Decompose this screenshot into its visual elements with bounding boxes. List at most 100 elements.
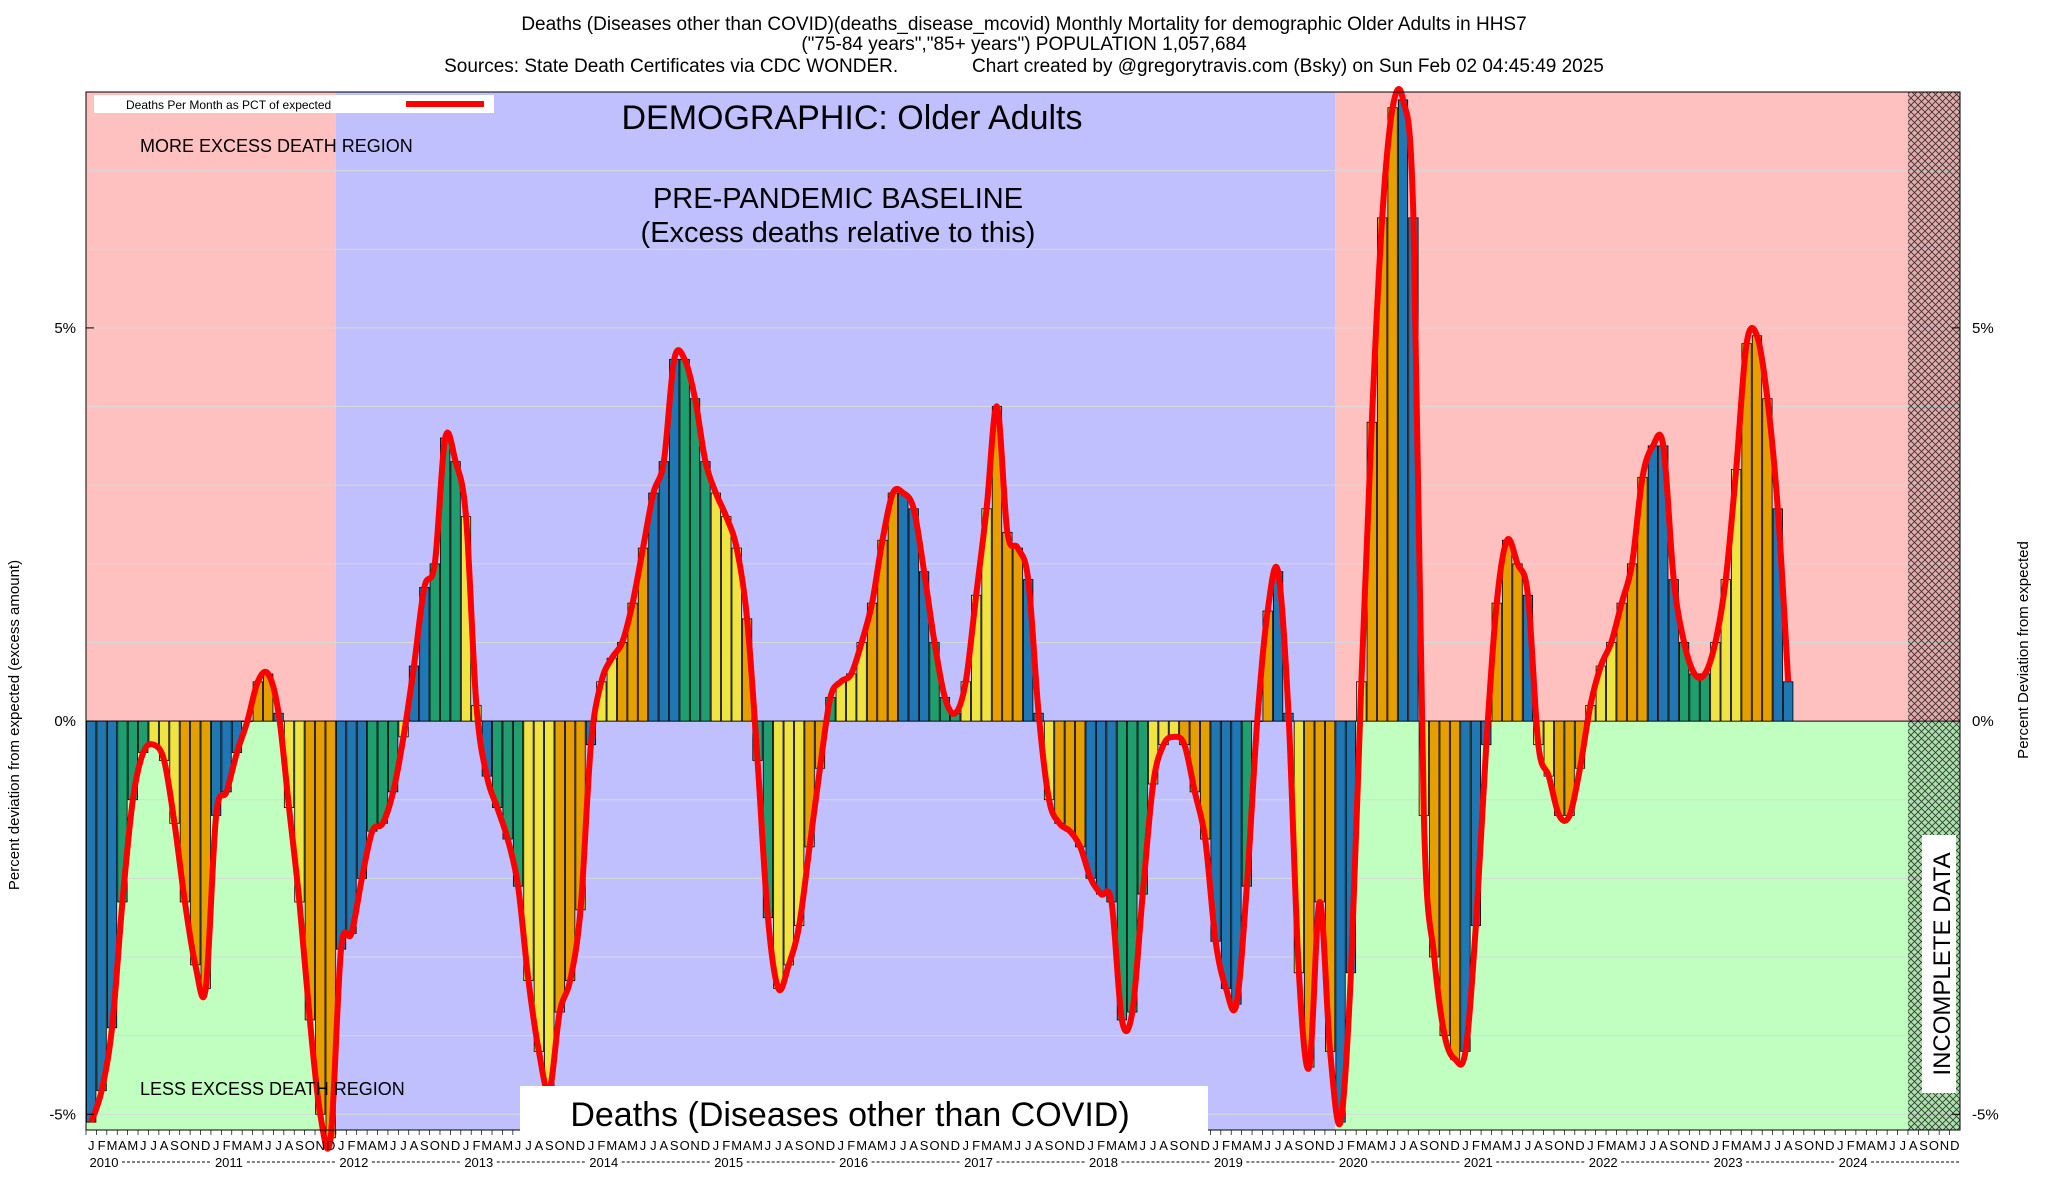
x-month-label: M	[502, 1138, 513, 1153]
x-month-label: A	[285, 1138, 294, 1153]
x-month-label: J	[775, 1138, 782, 1153]
x-month-label: A	[1409, 1138, 1418, 1153]
x-month-label: J	[275, 1138, 282, 1153]
x-month-label: J	[1212, 1138, 1219, 1153]
x-month-label: O	[1304, 1138, 1314, 1153]
bar	[689, 398, 701, 722]
x-month-label: J	[650, 1138, 657, 1153]
bar	[1439, 720, 1450, 1037]
x-month-label: S	[545, 1138, 554, 1153]
x-month-label: A	[1159, 1138, 1168, 1153]
less-excess-region-post	[1335, 721, 1960, 1130]
x-month-label: M	[856, 1138, 867, 1153]
x-month-label: M	[481, 1138, 492, 1153]
x-month-label: D	[1076, 1138, 1085, 1153]
x-month-label: M	[107, 1138, 118, 1153]
x-month-label: S	[670, 1138, 679, 1153]
x-month-label: A	[1867, 1138, 1876, 1153]
x-month-label: J	[1400, 1138, 1407, 1153]
x-month-label: J	[1337, 1138, 1344, 1153]
bottom-title-box	[520, 1086, 1208, 1136]
x-month-label: J	[765, 1138, 772, 1153]
x-month-label: M	[1481, 1138, 1492, 1153]
x-month-label: A	[618, 1138, 627, 1153]
bar	[658, 461, 669, 722]
x-month-label: J	[1712, 1138, 1719, 1153]
bar	[1095, 720, 1107, 895]
x-month-label: O	[1054, 1138, 1064, 1153]
x-year-label: 2011	[215, 1155, 243, 1170]
x-month-label: D	[826, 1138, 835, 1153]
x-year-label: 2012	[339, 1155, 368, 1170]
bar	[450, 461, 461, 722]
incomplete-label-box	[1922, 835, 1956, 1093]
x-month-label: O	[430, 1138, 440, 1153]
x-year-label: 2013	[464, 1155, 493, 1170]
bar	[148, 720, 159, 746]
x-month-label: D	[201, 1138, 210, 1153]
x-month-label: J	[1587, 1138, 1594, 1153]
x-month-label: D	[326, 1138, 335, 1153]
x-month-label: M	[627, 1138, 638, 1153]
x-month-label: F	[223, 1138, 231, 1153]
x-month-label: F	[1722, 1138, 1730, 1153]
x-month-label: D	[1825, 1138, 1834, 1153]
bar	[1783, 681, 1794, 722]
bar	[1064, 720, 1075, 832]
x-month-label: J	[1650, 1138, 1657, 1153]
bar	[1012, 547, 1023, 722]
x-month-label: A	[659, 1138, 668, 1153]
x-month-label: S	[1170, 1138, 1179, 1153]
bar	[1699, 673, 1711, 722]
bar	[1314, 720, 1325, 903]
x-month-label: J	[1150, 1138, 1157, 1153]
bar	[1689, 673, 1700, 722]
x-month-label: A	[243, 1138, 252, 1153]
bar	[1397, 99, 1409, 722]
y-tick-label-right: 5%	[1972, 320, 1994, 337]
x-month-label: N	[940, 1138, 949, 1153]
x-month-label: J	[213, 1138, 220, 1153]
x-month-label: S	[795, 1138, 804, 1153]
chart-title-line-3: Sources: State Death Certificates via CD…	[444, 56, 1604, 77]
bar	[1085, 720, 1096, 879]
x-month-label: M	[877, 1138, 888, 1153]
x-month-label: J	[1462, 1138, 1469, 1153]
x-month-label: J	[1775, 1138, 1782, 1153]
bar	[1075, 720, 1086, 848]
bar	[96, 720, 107, 1092]
x-month-label: J	[88, 1138, 95, 1153]
x-month-label: D	[951, 1138, 960, 1153]
x-month-label: F	[972, 1138, 980, 1153]
x-year-label: 2022	[1589, 1155, 1618, 1170]
incomplete-label: INCOMPLETE DATA	[1929, 852, 1956, 1075]
x-month-label: A	[743, 1138, 752, 1153]
x-month-label: M	[127, 1138, 138, 1153]
x-month-label: J	[588, 1138, 595, 1153]
x-month-label: O	[1429, 1138, 1439, 1153]
x-month-label: F	[348, 1138, 356, 1153]
x-month-label: M	[1856, 1138, 1867, 1153]
x-month-label: J	[1525, 1138, 1532, 1153]
plot-area: 5% 5%0% 0%-5% -5%J F M A M J J A S O N D J F M A M J J A S O N D J F…	[49, 86, 1999, 1170]
x-month-label: J	[1764, 1138, 1771, 1153]
demographic-label: DEMOGRAPHIC: Older Adults	[621, 99, 1082, 137]
x-month-label: M	[1876, 1138, 1887, 1153]
x-month-label: O	[1679, 1138, 1689, 1153]
legend-label: Deaths Per Month as PCT of expected	[126, 98, 331, 112]
chart-title-line-1: Deaths (Diseases other than COVID)(death…	[521, 14, 1526, 35]
x-month-label: J	[1264, 1138, 1271, 1153]
x-month-label: S	[1919, 1138, 1928, 1153]
x-year-label: 2017	[964, 1155, 993, 1170]
bar	[1002, 531, 1013, 722]
x-month-label: A	[1742, 1138, 1751, 1153]
x-month-label: M	[356, 1138, 367, 1153]
x-month-label: N	[191, 1138, 200, 1153]
x-month-label: M	[1752, 1138, 1763, 1153]
x-month-label: J	[515, 1138, 522, 1153]
bar	[783, 720, 794, 966]
x-month-label: S	[1419, 1138, 1428, 1153]
x-month-label: F	[1222, 1138, 1230, 1153]
bar	[887, 492, 898, 722]
x-month-label: A	[493, 1138, 502, 1153]
